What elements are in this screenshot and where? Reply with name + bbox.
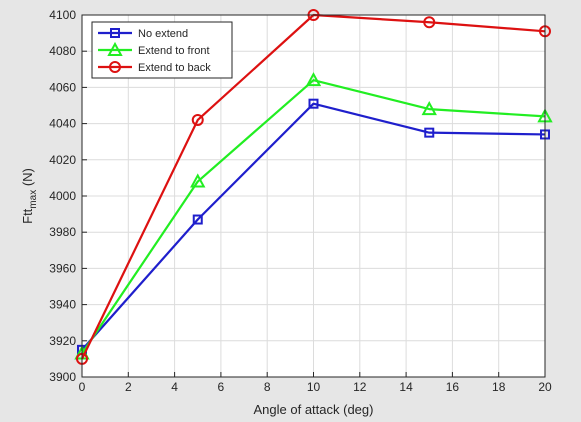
x-tick-label: 4 bbox=[171, 380, 178, 394]
y-tick-label: 4100 bbox=[49, 8, 76, 22]
legend-item: Extend to back bbox=[98, 61, 211, 74]
legend-item: No extend bbox=[98, 28, 188, 40]
y-tick-label: 3940 bbox=[49, 298, 76, 312]
legend-label: Extend to back bbox=[138, 62, 211, 74]
legend-swatch-marker bbox=[107, 41, 123, 56]
data-point bbox=[423, 16, 436, 29]
data-point bbox=[305, 72, 322, 87]
x-tick-label: 6 bbox=[218, 380, 225, 394]
x-tick-label: 8 bbox=[264, 380, 271, 394]
data-point bbox=[308, 98, 319, 109]
x-tick-label: 20 bbox=[538, 380, 552, 394]
data-point bbox=[424, 127, 435, 138]
y-tick-label: 3920 bbox=[49, 334, 76, 348]
x-tick-label: 12 bbox=[353, 380, 367, 394]
y-axis-label-main: Ftt bbox=[20, 208, 35, 224]
y-axis-label-sub: max bbox=[28, 190, 39, 209]
legend: No extend Extend to front Extend to back bbox=[91, 21, 233, 79]
y-axis-label-unit: (N) bbox=[20, 168, 35, 190]
axes-box bbox=[81, 14, 546, 378]
legend-swatch-marker bbox=[109, 61, 121, 73]
y-tick-label: 4060 bbox=[49, 80, 76, 94]
series-line bbox=[81, 102, 546, 351]
legend-label: Extend to front bbox=[138, 45, 210, 57]
y-tick-label: 4020 bbox=[49, 153, 76, 167]
x-tick-label: 10 bbox=[307, 380, 321, 394]
y-tick-label: 4040 bbox=[49, 117, 76, 131]
data-point bbox=[421, 101, 437, 116]
x-tick-label: 14 bbox=[399, 380, 413, 394]
x-tick-label: 18 bbox=[492, 380, 506, 394]
y-axis-label: Fttmax (N) bbox=[20, 168, 39, 224]
y-tick-label: 4080 bbox=[49, 44, 76, 58]
series-0 bbox=[77, 98, 550, 355]
x-axis-label: Angle of attack (deg) bbox=[254, 402, 374, 417]
series-line bbox=[81, 79, 546, 355]
data-point bbox=[190, 173, 206, 188]
x-tick-label: 16 bbox=[446, 380, 460, 394]
legend-item: Extend to front bbox=[98, 41, 210, 57]
x-tick-label: 0 bbox=[79, 380, 86, 394]
x-tick-label: 2 bbox=[125, 380, 132, 394]
data-point bbox=[191, 113, 204, 126]
y-tick-label: 3980 bbox=[49, 225, 76, 239]
data-point bbox=[192, 214, 203, 225]
y-tick-label: 3900 bbox=[49, 370, 76, 384]
legend-swatch-marker bbox=[110, 28, 120, 38]
y-tick-label: 4000 bbox=[49, 189, 76, 203]
legend-label: No extend bbox=[138, 28, 188, 40]
y-tick-label: 3960 bbox=[49, 261, 76, 275]
